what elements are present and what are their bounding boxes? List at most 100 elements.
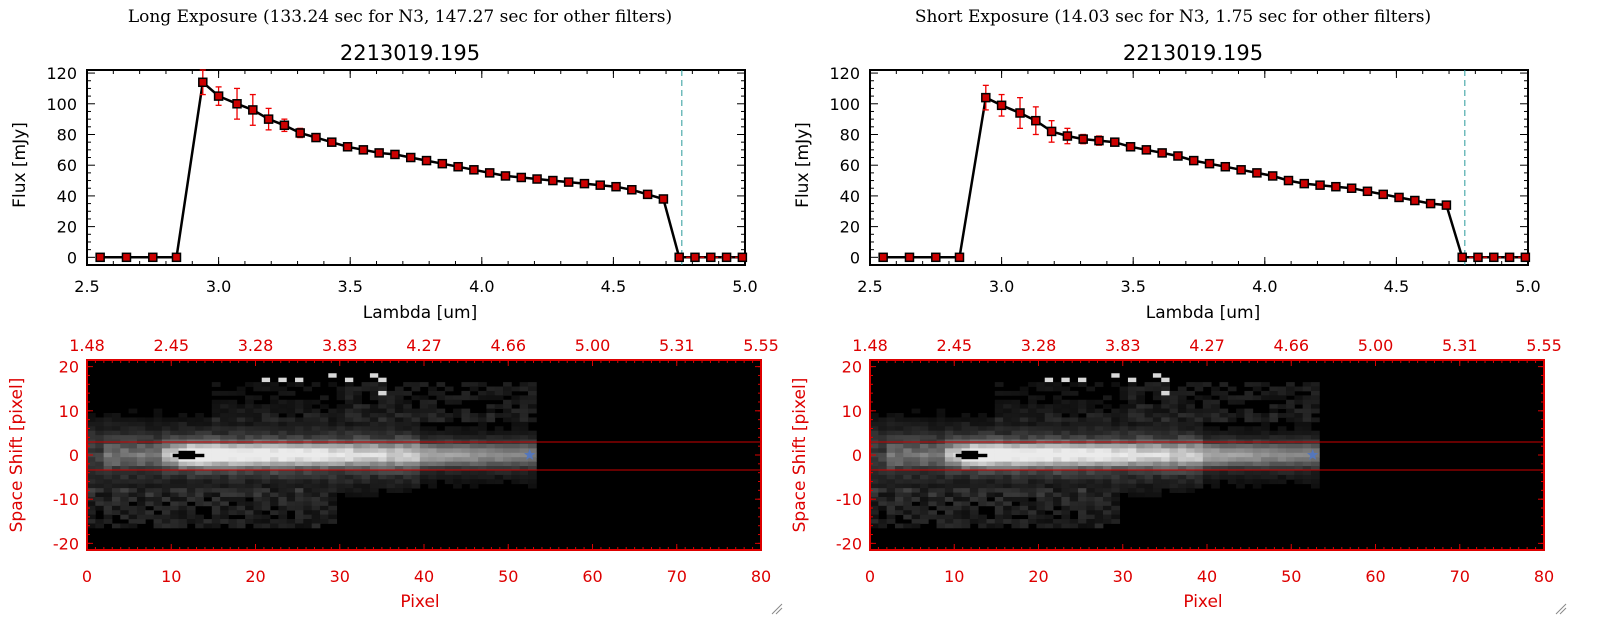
image-pixel	[1261, 457, 1270, 463]
image-pixel	[236, 413, 246, 418]
image-pixel	[1036, 488, 1046, 493]
image-pixel	[1136, 435, 1145, 440]
image-pixel	[969, 421, 979, 427]
image-pixel	[944, 426, 954, 432]
image-pixel	[403, 426, 412, 432]
image-pixel	[961, 496, 971, 502]
image-pixel	[428, 399, 437, 405]
image-pixel	[378, 466, 387, 471]
image-pixel	[1252, 430, 1262, 436]
image-pixel	[1194, 474, 1204, 480]
image-pixel	[1102, 510, 1112, 516]
image-pixel	[369, 488, 379, 493]
flux-line	[100, 79, 743, 259]
image-pixel	[1227, 457, 1237, 463]
image-pixel	[978, 488, 987, 493]
image-pixel	[386, 430, 396, 436]
image-pixel	[295, 448, 304, 454]
image-pixel	[1019, 519, 1029, 524]
image-pixel	[1011, 474, 1021, 480]
image-pixel	[120, 501, 129, 507]
image-pixel	[1036, 457, 1046, 463]
image-pixel	[453, 483, 462, 489]
image-pixel	[319, 421, 329, 427]
image-pixel	[178, 483, 188, 489]
image-pixel	[361, 483, 371, 489]
image-pixel	[1028, 417, 1037, 423]
image-pixel	[944, 492, 954, 498]
top-tick-label: 4.27	[1189, 336, 1225, 355]
image-pixel	[245, 408, 254, 414]
image-pixel	[1119, 461, 1129, 467]
image-pixel	[453, 408, 462, 414]
flux-point	[1141, 145, 1152, 155]
image-pixel	[228, 404, 238, 410]
image-pixel	[1028, 501, 1037, 507]
image-hot-pixel	[261, 377, 271, 383]
image-pixel	[961, 505, 971, 511]
image-pixel	[961, 510, 971, 516]
image-pixel	[295, 483, 304, 489]
image-pixel	[419, 443, 429, 449]
image-pixel	[220, 457, 229, 463]
image-pixel	[936, 452, 946, 458]
image-pixel	[286, 408, 296, 414]
image-pixel	[1302, 479, 1312, 485]
image-pixel	[1044, 470, 1054, 476]
image-pixel	[153, 426, 163, 432]
image-pixel	[1003, 421, 1012, 427]
image-pixel	[87, 474, 96, 480]
image-pixel	[128, 461, 138, 467]
image-pixel	[228, 452, 238, 458]
resize-grip[interactable]	[1555, 603, 1567, 615]
flux-point	[1252, 168, 1262, 178]
image-pixel	[444, 430, 454, 436]
image-pixel	[378, 399, 387, 405]
flux-point	[390, 149, 400, 160]
image-pixel	[161, 466, 171, 471]
image-pixel	[220, 430, 229, 436]
image-pixel	[486, 448, 496, 454]
image-pixel	[478, 448, 487, 454]
image-pixel	[195, 426, 204, 432]
image-pixel	[1144, 443, 1154, 449]
image-pixel	[1252, 466, 1262, 471]
image-pixel	[394, 435, 404, 440]
image-pixel	[178, 519, 188, 524]
image-pixel	[969, 430, 979, 436]
image-pixel	[1227, 443, 1237, 449]
image-pixel	[453, 426, 462, 432]
image-pixel	[270, 399, 279, 405]
image-pixel	[220, 413, 229, 418]
image-pixel	[303, 461, 313, 467]
image-pixel	[1094, 496, 1104, 502]
image-pixel	[1136, 417, 1145, 423]
image-pixel	[361, 470, 371, 476]
image-pixel	[1028, 448, 1037, 454]
image-pixel	[145, 421, 154, 427]
resize-grip[interactable]	[771, 603, 783, 615]
image-pixel	[1069, 505, 1079, 511]
image-pixel	[1177, 443, 1187, 449]
image-pixel	[261, 492, 271, 498]
image-pixel	[1036, 479, 1046, 485]
image-pixel	[303, 443, 313, 449]
image-pixel	[1269, 452, 1279, 458]
image-pixel	[886, 443, 896, 449]
image-pixel	[870, 523, 879, 529]
image-pixel	[1019, 448, 1029, 454]
image-pixel	[870, 470, 879, 476]
image-pixel	[1069, 390, 1079, 396]
image-pixel	[220, 519, 229, 524]
image-pixel	[261, 408, 271, 414]
image-pixel	[103, 452, 113, 458]
image-pixel	[95, 496, 105, 502]
image-pixel	[453, 395, 462, 401]
image-pixel	[928, 479, 937, 485]
image-pixel	[369, 390, 379, 396]
image-pixel	[1069, 492, 1079, 498]
image-pixel	[378, 448, 387, 454]
image-pixel	[103, 413, 113, 418]
image-pixel	[1111, 483, 1121, 489]
image-pixel	[1294, 466, 1304, 471]
